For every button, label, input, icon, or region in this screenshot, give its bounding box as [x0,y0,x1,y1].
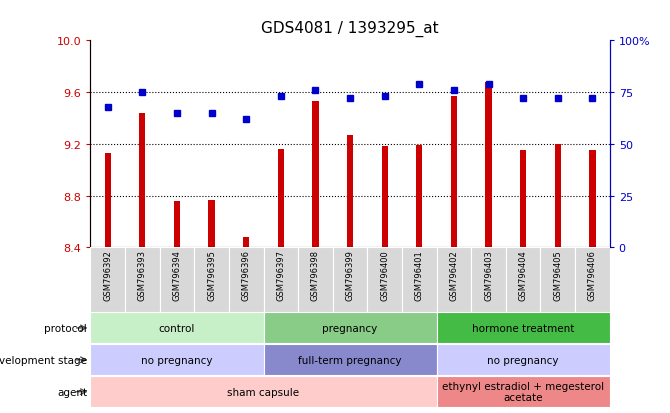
Text: no pregnancy: no pregnancy [141,355,213,365]
Bar [402,248,437,312]
Bar [229,248,263,312]
Bar [575,248,610,312]
Bar [90,248,125,312]
Bar [486,83,492,248]
Text: GSM796394: GSM796394 [172,250,182,301]
Bar [416,146,422,248]
Text: GSM796401: GSM796401 [415,250,424,300]
Bar [437,376,610,407]
Bar [208,200,214,248]
Bar [159,248,194,312]
Text: GSM796392: GSM796392 [103,250,113,301]
Text: development stage: development stage [0,355,87,365]
Bar [382,147,388,248]
Title: GDS4081 / 1393295_at: GDS4081 / 1393295_at [261,21,439,37]
Text: no pregnancy: no pregnancy [487,355,559,365]
Text: hormone treatment: hormone treatment [472,323,574,333]
Bar [105,154,111,248]
Text: GSM796398: GSM796398 [311,250,320,301]
Bar [471,248,506,312]
Bar [590,151,596,248]
Text: control: control [159,323,195,333]
Bar [263,313,437,344]
Text: agent: agent [57,387,87,397]
Bar [90,344,263,375]
Text: GSM796402: GSM796402 [450,250,458,300]
Text: sham capsule: sham capsule [228,387,299,397]
Bar [367,248,402,312]
Bar [333,248,367,312]
Bar [90,313,263,344]
Text: GSM796404: GSM796404 [519,250,528,300]
Text: GSM796406: GSM796406 [588,250,597,301]
Bar [278,150,284,248]
Bar [520,151,526,248]
Text: pregnancy: pregnancy [322,323,378,333]
Text: GSM796397: GSM796397 [276,250,285,301]
Bar [541,248,575,312]
Bar [174,202,180,248]
Bar [437,248,471,312]
Text: GSM796403: GSM796403 [484,250,493,301]
Bar [298,248,333,312]
Bar [312,102,318,248]
Bar [263,248,298,312]
Bar [347,135,353,248]
Text: GSM796400: GSM796400 [380,250,389,300]
Bar [125,248,159,312]
Text: GSM796405: GSM796405 [553,250,562,300]
Text: GSM796399: GSM796399 [346,250,354,301]
Text: GSM796395: GSM796395 [207,250,216,301]
Bar [139,114,145,248]
Bar [437,313,610,344]
Bar [451,97,457,248]
Bar [506,248,541,312]
Text: protocol: protocol [44,323,87,333]
Text: ethynyl estradiol + megesterol
acetate: ethynyl estradiol + megesterol acetate [442,381,604,403]
Bar [194,248,229,312]
Text: GSM796393: GSM796393 [138,250,147,301]
Text: GSM796396: GSM796396 [242,250,251,301]
Bar [243,237,249,248]
Bar [90,376,437,407]
Text: full-term pregnancy: full-term pregnancy [298,355,402,365]
Bar [437,344,610,375]
Bar [263,344,437,375]
Bar [555,145,561,248]
